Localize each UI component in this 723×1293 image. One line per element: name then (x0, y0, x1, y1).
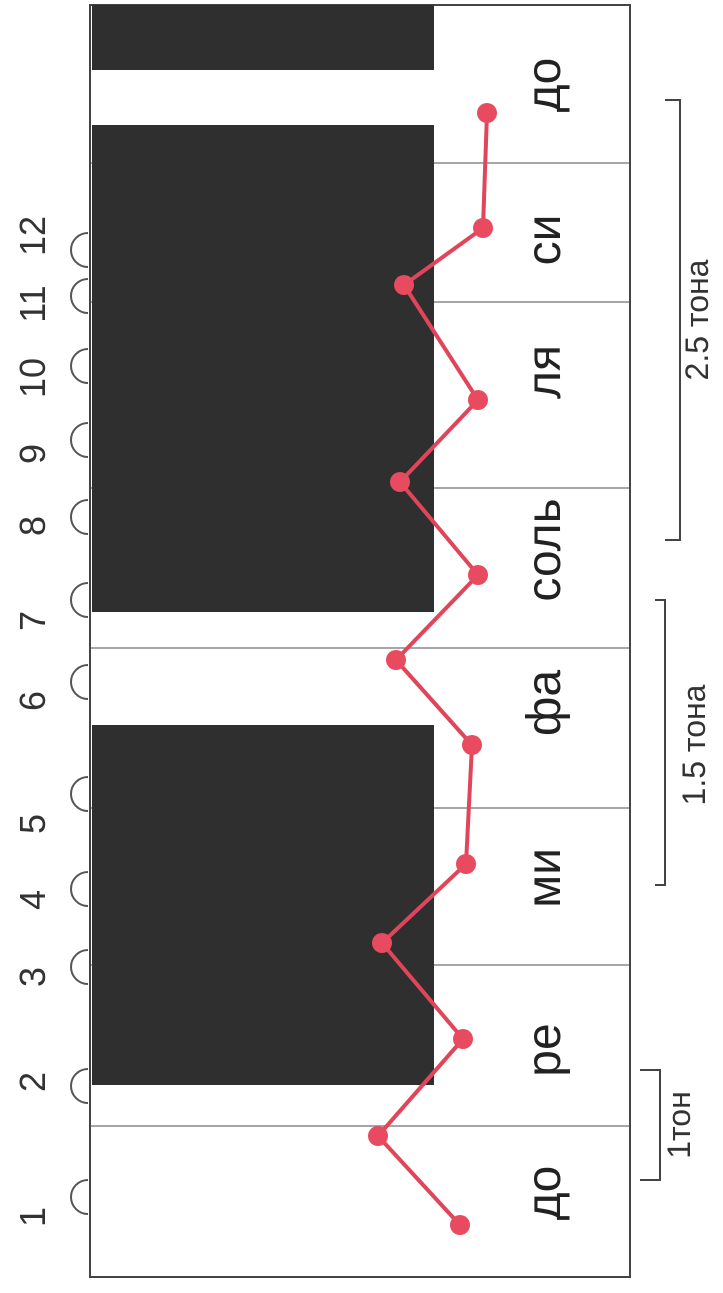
note-name: до (518, 58, 571, 113)
semitone-arc (70, 348, 89, 384)
interval-label: 1тон (661, 1091, 697, 1159)
semitone-arc (70, 871, 89, 907)
path-dot (453, 1029, 473, 1049)
semitone-path (368, 103, 497, 1235)
path-dot (477, 103, 497, 123)
semitone-arcs (70, 232, 89, 1215)
path-dot (450, 1215, 470, 1235)
semitone-arc (70, 582, 89, 618)
interval-bracket (665, 99, 681, 541)
semitone-number: 11 (12, 285, 53, 322)
semitone-number: 5 (12, 814, 53, 834)
interval-bracket (655, 599, 666, 886)
black-key (92, 890, 434, 1085)
path-dot (394, 275, 414, 295)
path-dot (456, 854, 476, 874)
path-dot (468, 390, 488, 410)
semitone-arc (70, 278, 89, 314)
note-name: ля (518, 345, 571, 399)
semitone-number: 7 (12, 611, 53, 631)
note-name: ми (518, 848, 571, 908)
path-dot (468, 565, 488, 585)
semitone-number: 3 (12, 967, 53, 987)
semitone-number: 8 (12, 516, 53, 536)
interval-label: 2.5 тона (679, 259, 715, 380)
black-keys (92, 5, 434, 1085)
semitone-number: 10 (12, 358, 53, 398)
semitone-arc (70, 499, 89, 535)
interval-label: 1.5 тона (676, 684, 712, 805)
semitone-arc (70, 1068, 89, 1104)
semitone-number: 2 (12, 1072, 53, 1092)
path-dot (462, 735, 482, 755)
semitone-arc (70, 776, 89, 812)
semitone-arc (70, 232, 89, 268)
semitone-arc (70, 949, 89, 985)
path-dot (473, 218, 493, 238)
path-dot (372, 933, 392, 953)
semitone-number: 6 (12, 691, 53, 711)
note-names: до ре ми фа соль ля си до (518, 58, 571, 1221)
note-name: фа (518, 670, 571, 736)
semitone-number: 4 (12, 890, 53, 910)
black-key (92, 5, 434, 70)
note-name: си (518, 215, 571, 266)
interval-brackets (640, 99, 681, 1181)
semitone-number: 1 (12, 1207, 53, 1227)
path-dot (390, 472, 410, 492)
interval-labels: 1тон 1.5 тона 2.5 тона (661, 259, 715, 1158)
semitone-arc (70, 422, 89, 458)
black-key (92, 725, 434, 922)
interval-bracket (640, 1069, 661, 1181)
semitone-number: 12 (12, 216, 53, 256)
note-name: до (518, 1166, 571, 1221)
semitone-arc (70, 1179, 89, 1215)
black-key (92, 125, 434, 326)
semitone-arc (70, 664, 89, 700)
path-dot (386, 650, 406, 670)
note-name: соль (518, 498, 571, 601)
semitone-number: 9 (12, 444, 53, 464)
note-name: ре (518, 1023, 571, 1076)
path-dot (368, 1126, 388, 1146)
